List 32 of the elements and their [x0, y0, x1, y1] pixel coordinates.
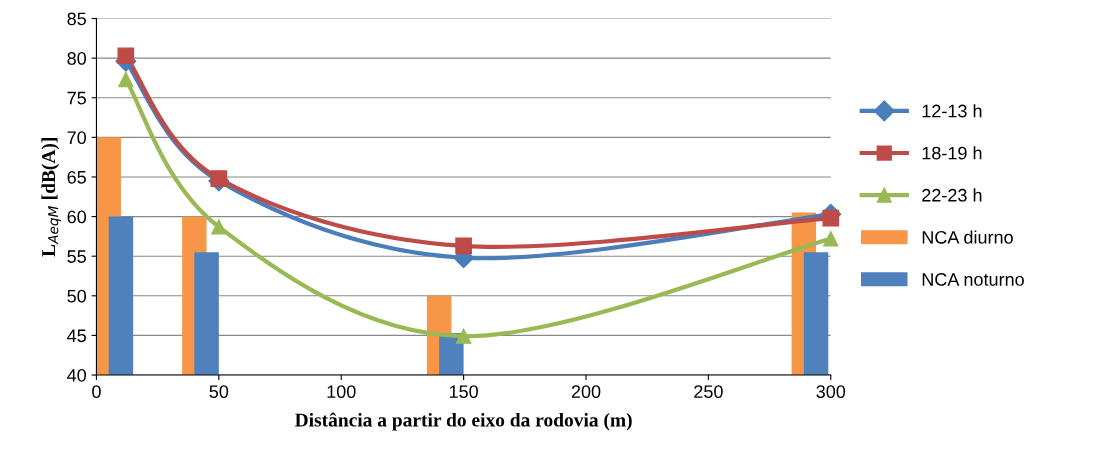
y-tick-label: 65 — [67, 170, 86, 184]
point — [823, 231, 839, 247]
x-tick-label: 200 — [571, 385, 601, 399]
x-tick-label: 100 — [327, 385, 356, 399]
y-tick-label: 85 — [67, 12, 86, 26]
x-axis-title: Distância a partir do eixo da rodovia (m) — [294, 412, 632, 431]
point — [210, 170, 228, 187]
point — [455, 328, 472, 344]
legend-label: 12-13 h — [922, 104, 982, 118]
point — [822, 209, 840, 227]
legend-label: 22-23 h — [922, 188, 982, 202]
x-tick-label: 0 — [92, 385, 101, 399]
y-tick-label: 50 — [67, 289, 87, 303]
legend-label: NCA noturno — [922, 273, 1024, 286]
x-tick-label: 150 — [449, 385, 478, 399]
x-tick-label: 300 — [816, 385, 846, 399]
y-tick-label: 40 — [67, 368, 87, 382]
legend-label: 18-19 h — [922, 146, 982, 160]
x-tick-label: 250 — [694, 385, 723, 399]
y-axis-title: L$_{AeqM}$ [dB(A)] — [41, 138, 61, 257]
point — [211, 219, 227, 235]
y-tick-label: 75 — [67, 91, 86, 105]
legend-label: NCA diurno — [922, 230, 1013, 244]
x-tick-label: 50 — [209, 385, 229, 399]
point — [455, 237, 472, 255]
point — [117, 47, 135, 65]
y-tick-label: 80 — [67, 52, 87, 65]
y-tick-label: 55 — [67, 250, 86, 263]
y-tick-label: 60 — [67, 210, 87, 224]
point — [118, 71, 134, 88]
y-tick-label: 45 — [67, 329, 86, 343]
y-tick-label: 70 — [67, 131, 87, 145]
